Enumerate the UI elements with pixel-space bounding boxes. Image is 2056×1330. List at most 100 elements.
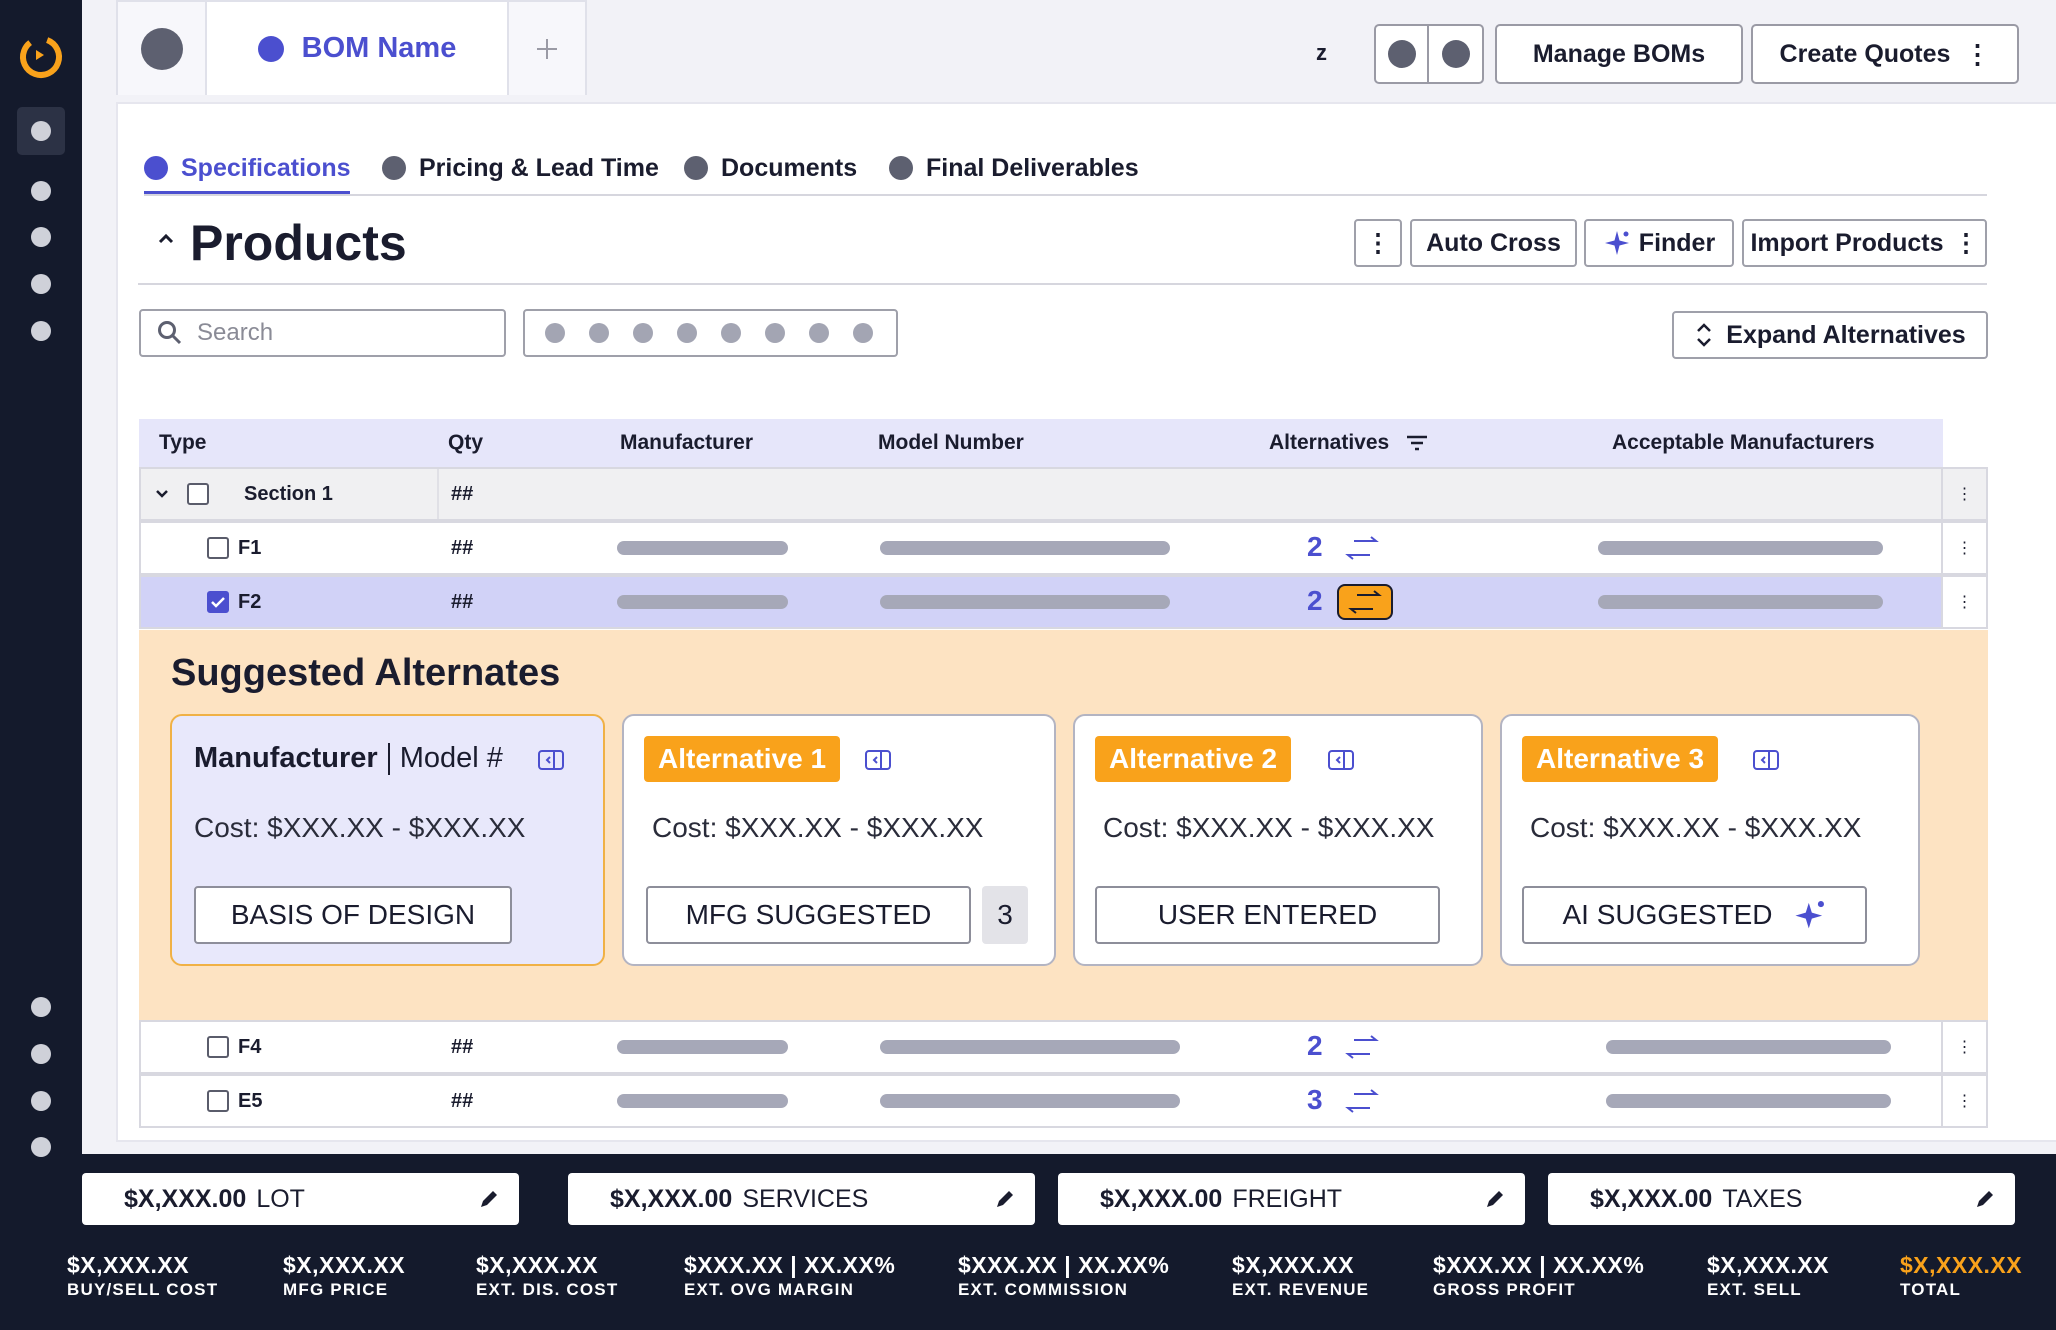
- add-tab-button[interactable]: [507, 0, 587, 95]
- filter-chip-icon[interactable]: [633, 323, 653, 343]
- expand-alternatives-button[interactable]: Expand Alternatives: [1672, 311, 1988, 359]
- finder-button[interactable]: Finder: [1584, 219, 1734, 267]
- tab-specifications[interactable]: Specifications: [144, 148, 351, 188]
- search-input[interactable]: Search: [139, 309, 506, 357]
- swap-icon[interactable]: [1344, 535, 1380, 561]
- sidebar-item-4[interactable]: [17, 260, 65, 308]
- filter-chip-icon[interactable]: [721, 323, 741, 343]
- basis-of-design-card[interactable]: Manufacturer Model # Cost: $XXX.XX - $XX…: [170, 714, 605, 966]
- taxes-field[interactable]: $X,XXX.00 TAXES: [1548, 1173, 2015, 1225]
- row-checkbox[interactable]: [207, 577, 229, 627]
- row-menu-button[interactable]: ⋮: [1941, 1076, 1986, 1126]
- toggle-option-2[interactable]: [1429, 26, 1482, 82]
- manage-boms-button[interactable]: Manage BOMs: [1495, 24, 1743, 84]
- import-products-button[interactable]: Import Products ⋮: [1742, 219, 1987, 267]
- column-model-number[interactable]: Model Number: [878, 431, 1024, 454]
- table-row[interactable]: F1 ## 2 ⋮: [139, 521, 1988, 575]
- row-checkbox[interactable]: [207, 523, 229, 573]
- app-logo[interactable]: [17, 33, 65, 81]
- alternatives-count[interactable]: 2: [1307, 531, 1323, 562]
- table-row-selected[interactable]: F2 ## 2 ⋮: [139, 575, 1988, 629]
- basis-of-design-tag[interactable]: BASIS OF DESIGN: [194, 886, 512, 944]
- model-placeholder: [880, 541, 1170, 555]
- alternatives-count[interactable]: 2: [1307, 585, 1323, 616]
- edit-icon[interactable]: [1973, 1187, 1997, 1211]
- edit-icon[interactable]: [477, 1187, 501, 1211]
- filter-chip-icon[interactable]: [589, 323, 609, 343]
- filter-icon[interactable]: [1405, 433, 1429, 453]
- filter-chip-icon[interactable]: [765, 323, 785, 343]
- user-entered-tag[interactable]: USER ENTERED: [1095, 886, 1440, 944]
- kebab-icon: ⋮: [1964, 38, 1991, 69]
- stat-value: $X,XXX.XX: [283, 1252, 406, 1278]
- freight-field[interactable]: $X,XXX.00 FREIGHT: [1058, 1173, 1525, 1225]
- filter-chip-icon[interactable]: [545, 323, 565, 343]
- mfg-suggested-tag[interactable]: MFG SUGGESTED: [646, 886, 971, 944]
- sidebar-item-9[interactable]: [17, 1123, 65, 1171]
- tab-final-deliverables[interactable]: Final Deliverables: [889, 148, 1139, 188]
- ai-suggested-tag[interactable]: AI SUGGESTED: [1522, 886, 1867, 944]
- tab-dot-icon: [382, 156, 406, 180]
- manufacturer-placeholder: [617, 1040, 788, 1054]
- create-quotes-button[interactable]: Create Quotes ⋮: [1751, 24, 2019, 84]
- filter-chips[interactable]: [523, 309, 898, 357]
- alternative-card-1[interactable]: Alternative 1 Cost: $XXX.XX - $XXX.XX MF…: [622, 714, 1056, 966]
- section-fill: [437, 469, 1945, 519]
- filter-chip-icon[interactable]: [809, 323, 829, 343]
- alternatives-count[interactable]: 3: [1307, 1084, 1323, 1115]
- row-checkbox[interactable]: [207, 1076, 229, 1126]
- column-acceptable-manufacturers[interactable]: Acceptable Manufacturers: [1612, 431, 1875, 454]
- alternative-card-2[interactable]: Alternative 2 Cost: $XXX.XX - $XXX.XX US…: [1073, 714, 1483, 966]
- swap-icon[interactable]: [1344, 1034, 1380, 1060]
- tab-dot-icon: [889, 156, 913, 180]
- column-type[interactable]: Type: [159, 431, 207, 454]
- tab-bom[interactable]: BOM Name: [205, 0, 509, 95]
- alternatives-count[interactable]: 2: [1307, 1030, 1323, 1061]
- products-more-button[interactable]: ⋮: [1354, 219, 1402, 267]
- panel-toggle-icon[interactable]: [537, 748, 565, 772]
- row-menu-button[interactable]: ⋮: [1941, 523, 1986, 573]
- row-menu-button[interactable]: ⋮: [1941, 469, 1986, 519]
- services-field[interactable]: $X,XXX.00 SERVICES: [568, 1173, 1035, 1225]
- lot-field[interactable]: $X,XXX.00 LOT: [82, 1173, 519, 1225]
- edit-icon[interactable]: [993, 1187, 1017, 1211]
- suggestion-count-badge[interactable]: 3: [982, 886, 1028, 944]
- sidebar-item-3[interactable]: [17, 213, 65, 261]
- swap-button-active[interactable]: [1337, 584, 1393, 620]
- tab-pricing[interactable]: Pricing & Lead Time: [382, 148, 659, 188]
- row-type: F1: [238, 536, 262, 559]
- section-checkbox[interactable]: [187, 469, 209, 519]
- table-row[interactable]: E5 ## 3 ⋮: [139, 1074, 1988, 1128]
- sidebar-item-6[interactable]: [17, 983, 65, 1031]
- stat-label: EXT. COMMISSION: [958, 1280, 1129, 1299]
- row-menu-button[interactable]: ⋮: [1941, 1022, 1986, 1072]
- collapse-chevron-icon[interactable]: [156, 228, 176, 256]
- column-manufacturer[interactable]: Manufacturer: [620, 431, 754, 454]
- auto-cross-button[interactable]: Auto Cross: [1410, 219, 1577, 267]
- stat-label: TOTAL: [1900, 1280, 1962, 1299]
- section-row[interactable]: Section 1 ## ⋮: [139, 467, 1988, 521]
- swap-icon[interactable]: [1344, 1088, 1380, 1114]
- row-checkbox[interactable]: [207, 1022, 229, 1072]
- sidebar-item-2[interactable]: [17, 167, 65, 215]
- section-label: Section 1: [244, 482, 333, 505]
- sidebar-item-7[interactable]: [17, 1030, 65, 1078]
- column-qty[interactable]: Qty: [448, 431, 484, 454]
- chevron-down-icon[interactable]: [153, 469, 171, 519]
- filter-chip-icon[interactable]: [677, 323, 697, 343]
- toggle-option-1[interactable]: [1376, 26, 1430, 82]
- filter-chip-icon[interactable]: [853, 323, 873, 343]
- edit-icon[interactable]: [1483, 1187, 1507, 1211]
- table-row[interactable]: F4 ## 2 ⋮: [139, 1020, 1988, 1074]
- row-menu-button[interactable]: ⋮: [1941, 577, 1986, 627]
- panel-toggle-icon[interactable]: [1752, 748, 1780, 772]
- panel-toggle-icon[interactable]: [864, 748, 892, 772]
- home-tab[interactable]: [116, 0, 207, 95]
- tab-documents[interactable]: Documents: [684, 148, 857, 188]
- sidebar-item-1[interactable]: [17, 107, 65, 155]
- sidebar-item-8[interactable]: [17, 1077, 65, 1125]
- column-alternatives[interactable]: Alternatives: [1269, 419, 1429, 467]
- alternative-card-3[interactable]: Alternative 3 Cost: $XXX.XX - $XXX.XX AI…: [1500, 714, 1920, 966]
- panel-toggle-icon[interactable]: [1327, 748, 1355, 772]
- sidebar-item-5[interactable]: [17, 307, 65, 355]
